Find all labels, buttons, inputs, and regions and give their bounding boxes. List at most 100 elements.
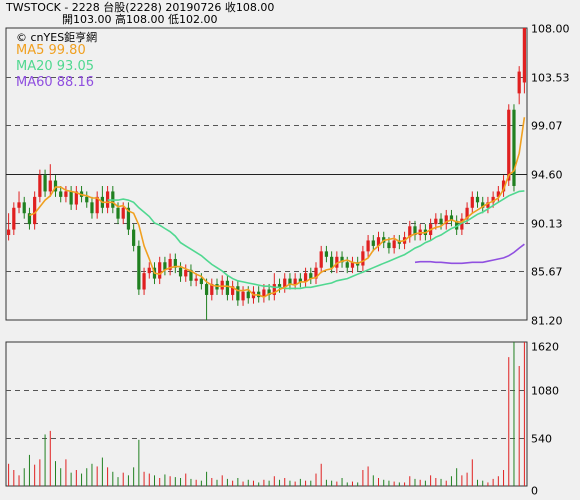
candle-body xyxy=(262,289,266,298)
price-tick-label: 108.00 xyxy=(531,23,570,36)
candle-body xyxy=(465,207,469,219)
candle-body xyxy=(137,245,141,290)
candle-body xyxy=(309,273,313,279)
candle-body xyxy=(64,191,68,197)
candle-body xyxy=(132,229,136,246)
candle-body xyxy=(168,258,172,270)
candle-body xyxy=(158,262,162,279)
candle-body xyxy=(189,269,193,281)
price-tick-label: 81.20 xyxy=(531,315,563,328)
candle-body xyxy=(267,289,271,295)
header-line-1: TWSTOCK - 2228 台股(2228) 20190726 收108.00 xyxy=(6,1,275,14)
candle-body xyxy=(408,226,412,238)
candle-body xyxy=(517,71,521,94)
candle-body xyxy=(27,213,32,225)
watermark: © cnYES鉅亨網 xyxy=(16,29,97,45)
legend-ma5: MA5 99.80 xyxy=(16,43,86,58)
candle-body xyxy=(507,109,511,181)
volume-tick-label: 1620 xyxy=(531,341,559,354)
candle-body xyxy=(475,196,480,203)
candle-body xyxy=(314,267,318,279)
candle-body xyxy=(496,191,500,197)
volume-tick-label: 0 xyxy=(531,485,538,498)
candle-body xyxy=(392,240,396,249)
candle-body xyxy=(178,267,183,277)
ma20-line xyxy=(107,190,525,290)
candle-body xyxy=(361,251,365,266)
candle-body xyxy=(17,202,21,208)
candle-body xyxy=(241,291,245,301)
candle-body xyxy=(491,196,495,203)
candle-body xyxy=(298,278,302,282)
candle-body xyxy=(74,191,78,205)
candle-body xyxy=(69,191,73,205)
candle-body xyxy=(460,218,464,230)
candle-body xyxy=(194,278,198,281)
candle-body xyxy=(387,242,391,249)
ma5-line xyxy=(29,117,526,298)
candle-body xyxy=(501,180,506,192)
legend-ma20: MA20 93.05 xyxy=(16,59,94,74)
candle-body xyxy=(470,196,474,208)
candle-body xyxy=(481,202,485,208)
candle-body xyxy=(6,229,11,236)
legend-ma60: MA60 88.16 xyxy=(16,75,94,90)
candle-body xyxy=(33,196,37,225)
watermark-text: cnYES鉅亨網 xyxy=(30,31,98,44)
candle-body xyxy=(220,280,224,290)
candle-body xyxy=(199,278,203,285)
candle-body xyxy=(272,284,276,295)
candle-body xyxy=(95,196,99,214)
candle-body xyxy=(12,207,16,230)
candle-body xyxy=(283,278,287,288)
candle-body xyxy=(350,262,355,268)
candle-body xyxy=(455,220,459,230)
candle-body xyxy=(147,267,151,274)
candle-body xyxy=(43,175,47,192)
candle-body xyxy=(204,284,209,295)
candle-body xyxy=(371,240,375,246)
candle-body xyxy=(121,207,125,219)
candle-body xyxy=(293,278,297,285)
candle-body xyxy=(163,262,167,270)
candle-body xyxy=(126,207,131,230)
candle-body xyxy=(319,251,323,268)
candle-body xyxy=(288,278,292,285)
candle-body xyxy=(48,180,52,192)
candle-body xyxy=(22,202,26,214)
candle-body xyxy=(486,202,490,208)
candle-body xyxy=(53,180,58,192)
candle-body xyxy=(184,269,188,277)
candle-body xyxy=(246,291,250,299)
candle-body xyxy=(231,286,235,295)
candle-body xyxy=(444,215,448,225)
price-panel: 108.00 103.53 99.07 94.60 90.13 85.67 81.20 xyxy=(5,23,570,328)
price-tick-label: 99.07 xyxy=(531,120,563,133)
candle-body xyxy=(303,273,308,282)
volume-frame xyxy=(5,341,528,487)
candle-body xyxy=(366,240,370,252)
candle-body xyxy=(434,218,438,225)
ma60-line xyxy=(414,243,525,265)
candle-body xyxy=(142,273,146,290)
candle-body xyxy=(85,196,89,203)
volume-panel: 1620 1080 540 0 xyxy=(5,341,559,498)
candle-body xyxy=(413,226,417,236)
candle-body xyxy=(236,286,240,301)
candle-body xyxy=(376,237,381,246)
candle-body xyxy=(225,280,230,295)
candle-body xyxy=(512,109,516,186)
copyright-icon: © xyxy=(16,31,27,44)
header-line-2: 開103.00 高108.00 低102.00 xyxy=(62,13,218,26)
candle-body xyxy=(277,284,282,288)
price-tick-label: 90.13 xyxy=(531,218,563,231)
candle-body xyxy=(116,207,120,219)
candle-body xyxy=(345,262,349,268)
candle-body xyxy=(38,175,42,197)
candle-body xyxy=(449,215,454,221)
candle-body xyxy=(59,191,63,197)
price-tick-label: 103.53 xyxy=(531,72,570,85)
volume-tick-label: 1080 xyxy=(531,385,559,398)
